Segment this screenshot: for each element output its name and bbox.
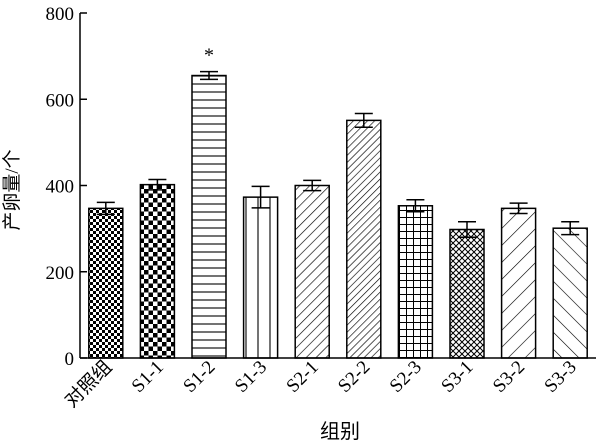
y-axis: 0 200 400 600 800 — [46, 4, 87, 370]
x-tick-label: S1-1 — [128, 357, 168, 397]
x-tick-label: S1-2 — [179, 357, 219, 397]
y-tick-label: 200 — [46, 263, 75, 284]
y-tick-label: 600 — [46, 90, 75, 111]
x-tick-label: S3-1 — [437, 357, 477, 397]
bar-S3-2 — [500, 207, 537, 359]
bars: * — [88, 45, 588, 359]
y-tick-label: 800 — [46, 4, 75, 25]
x-tick-label: S2-1 — [282, 357, 322, 397]
bar-S2-1 — [294, 184, 330, 359]
x-tick-label: S2-2 — [334, 357, 374, 397]
x-tick-label: S3-3 — [540, 357, 580, 397]
bar-S3-1 — [449, 228, 485, 359]
bar-S1-1 — [139, 183, 176, 359]
x-tick-label: S2-3 — [386, 357, 426, 397]
bar-S2-3 — [397, 205, 434, 359]
y-tick-label: 0 — [65, 349, 75, 370]
y-axis-label: 产卵量/个 — [1, 149, 23, 230]
y-tick-label: 400 — [46, 177, 75, 198]
bar-S1-3 — [242, 196, 279, 359]
bar-对照组 — [88, 207, 124, 359]
x-tick-label: S3-2 — [489, 357, 529, 397]
bar-S3-3 — [552, 227, 588, 359]
x-axis-tick-labels: 对照组 S1-1 S1-2 S1-3 S2-1 S2-2 S2-3 S3-1 S3-2 S3-3 — [60, 356, 580, 412]
x-axis-label: 组别 — [320, 420, 360, 443]
bar-S1-2 — [191, 74, 227, 359]
x-tick-label: S1-3 — [231, 357, 271, 397]
bar-S2-2 — [346, 119, 382, 359]
significance-marker: * — [204, 45, 214, 67]
